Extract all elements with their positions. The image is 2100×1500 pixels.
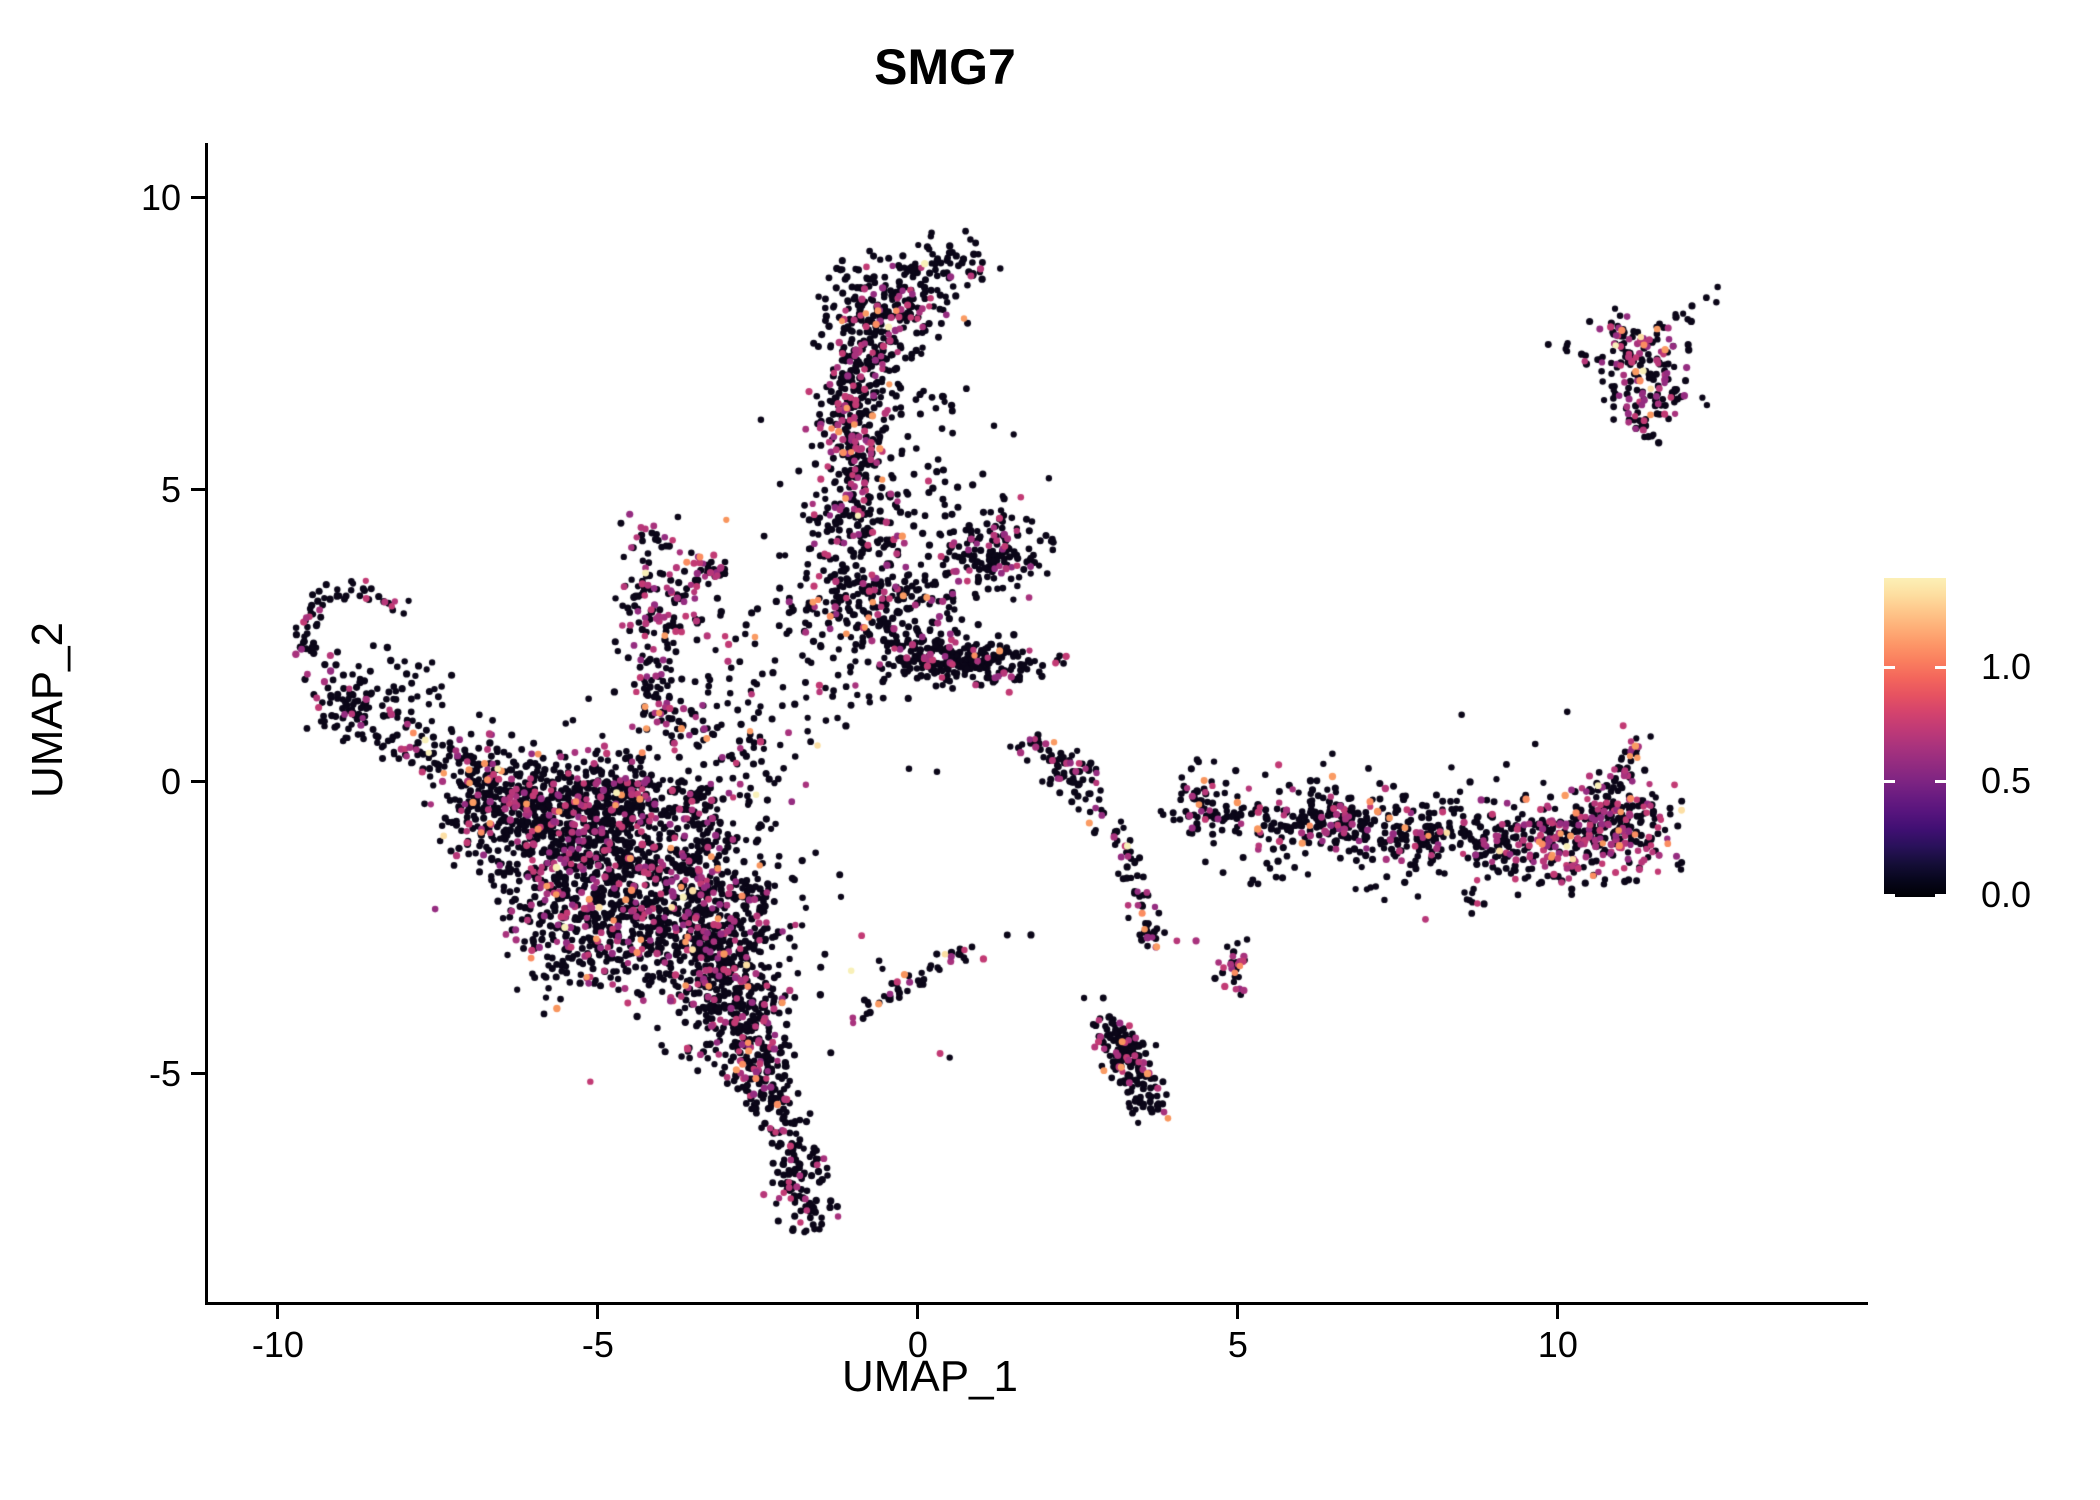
x-axis-title: UMAP_1: [841, 1352, 1019, 1401]
colorbar-tick: [1935, 780, 1946, 783]
x-tick: [276, 1305, 280, 1319]
y-tick: [191, 780, 205, 784]
colorbar-tick: [1884, 780, 1895, 783]
x-tick: [1556, 1305, 1560, 1319]
colorbar-tick: [1884, 894, 1895, 897]
y-tick-label: 5: [160, 468, 181, 510]
x-tick: [916, 1305, 920, 1319]
x-tick-label: 0: [907, 1324, 928, 1365]
colorbar-tick-label: 1.0: [1981, 646, 2032, 687]
y-tick: [191, 488, 205, 492]
y-tick-label: 0: [160, 760, 181, 802]
x-tick-label: 5: [1227, 1324, 1248, 1365]
y-tick: [191, 196, 205, 200]
colorbar-tick-label: 0.5: [1981, 760, 2032, 801]
x-tick-label: 10: [1537, 1324, 1578, 1365]
colorbar-tick: [1935, 666, 1946, 669]
x-tick-label: -10: [251, 1324, 304, 1365]
plot-panel: [205, 143, 1868, 1305]
colorbar-tick: [1884, 666, 1895, 669]
expression-colorbar: [1884, 578, 1946, 897]
y-tick-label: -5: [148, 1052, 181, 1094]
colorbar-tick: [1935, 894, 1946, 897]
y-tick-label: 10: [140, 176, 181, 218]
plot-title: SMG7: [874, 39, 1016, 95]
y-tick: [191, 1072, 205, 1076]
x-tick-label: -5: [581, 1324, 614, 1365]
umap-scatter-canvas: [208, 143, 1868, 1302]
colorbar-tick-label: 0.0: [1981, 874, 2032, 915]
x-tick: [1236, 1305, 1240, 1319]
y-axis-title: UMAP_2: [23, 621, 72, 799]
x-tick: [596, 1305, 600, 1319]
